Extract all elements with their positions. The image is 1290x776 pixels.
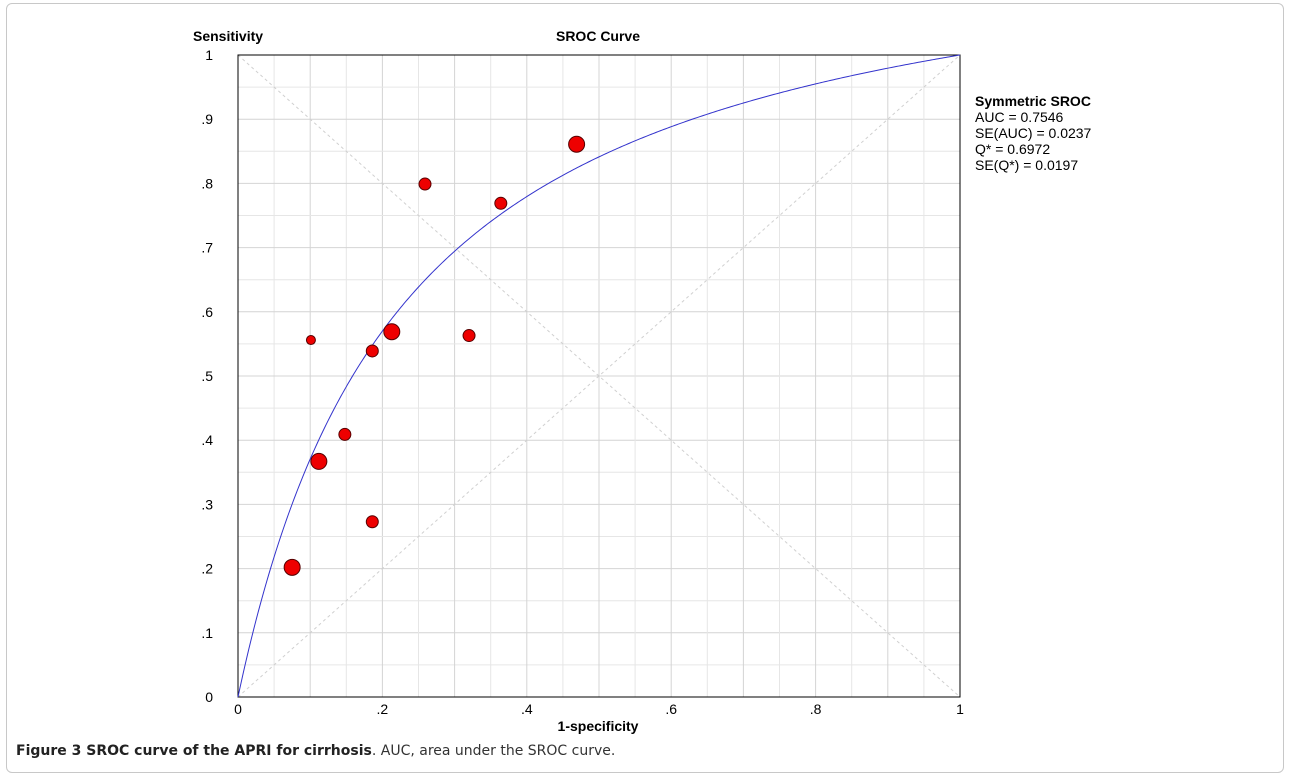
y-tick-label: .4 — [201, 432, 213, 448]
y-tick-label: .7 — [201, 240, 213, 256]
caption-label: Figure 3 SROC curve of the APRI for cirr… — [16, 743, 372, 759]
x-tick-labels: 0 .2 .4 .6 .8 1 — [234, 701, 964, 717]
legend-se-auc: SE(AUC) = 0.0237 — [975, 125, 1092, 141]
y-tick-label: 1 — [205, 47, 213, 63]
study-points — [283, 135, 586, 576]
study-point — [383, 323, 401, 341]
x-tick-label: .8 — [810, 701, 822, 717]
y-tick-label: .8 — [201, 175, 213, 191]
study-point — [310, 452, 328, 470]
legend: Symmetric SROC AUC = 0.7546 SE(AUC) = 0.… — [975, 93, 1092, 173]
x-tick-label: .4 — [521, 701, 533, 717]
legend-auc: AUC = 0.7546 — [975, 109, 1064, 125]
y-tick-label: .6 — [201, 304, 213, 320]
figure-caption: Figure 3 SROC curve of the APRI for cirr… — [16, 743, 1276, 759]
study-point — [365, 344, 379, 358]
y-tick-label: .2 — [201, 561, 213, 577]
legend-title: Symmetric SROC — [975, 93, 1091, 109]
y-tick-label: .3 — [201, 496, 213, 512]
x-tick-label: 0 — [234, 701, 242, 717]
study-point — [305, 335, 316, 346]
grid-lines — [238, 55, 960, 697]
legend-q-star: Q* = 0.6972 — [975, 141, 1050, 157]
diagonal-lines — [237, 54, 961, 698]
chance-diagonal — [237, 54, 961, 698]
symmetry-diagonal — [237, 54, 961, 698]
x-axis-label: 1-specificity — [558, 718, 639, 734]
figure-frame — [6, 3, 1284, 773]
study-point — [338, 427, 352, 441]
x-tick-label: .2 — [377, 701, 389, 717]
y-tick-labels: 0 .1 .2 .3 .4 .5 .6 .7 .8 .9 1 — [201, 47, 213, 705]
x-tick-label: .6 — [665, 701, 677, 717]
y-tick-label: 0 — [205, 689, 213, 705]
study-point — [418, 177, 432, 191]
caption-text: . AUC, area under the SROC curve. — [371, 743, 616, 759]
plot-area — [237, 54, 961, 698]
y-tick-label: .5 — [201, 368, 213, 384]
study-point — [365, 515, 379, 529]
study-point — [568, 135, 586, 153]
x-tick-label: 1 — [956, 701, 964, 717]
study-point — [283, 558, 301, 576]
y-tick-label: .1 — [201, 625, 213, 641]
y-tick-label: .9 — [201, 111, 213, 127]
chart-title: SROC Curve — [556, 28, 640, 44]
sroc-chart: 0 .2 .4 .6 .8 1 0 .1 .2 .3 .4 .5 .6 .7 .8 .9 1 Sensitiv… — [193, 28, 1092, 734]
study-point — [462, 329, 476, 343]
study-point — [494, 196, 508, 210]
legend-se-q-star: SE(Q*) = 0.0197 — [975, 157, 1078, 173]
y-axis-label: Sensitivity — [193, 28, 263, 44]
sroc-curve — [237, 54, 961, 698]
